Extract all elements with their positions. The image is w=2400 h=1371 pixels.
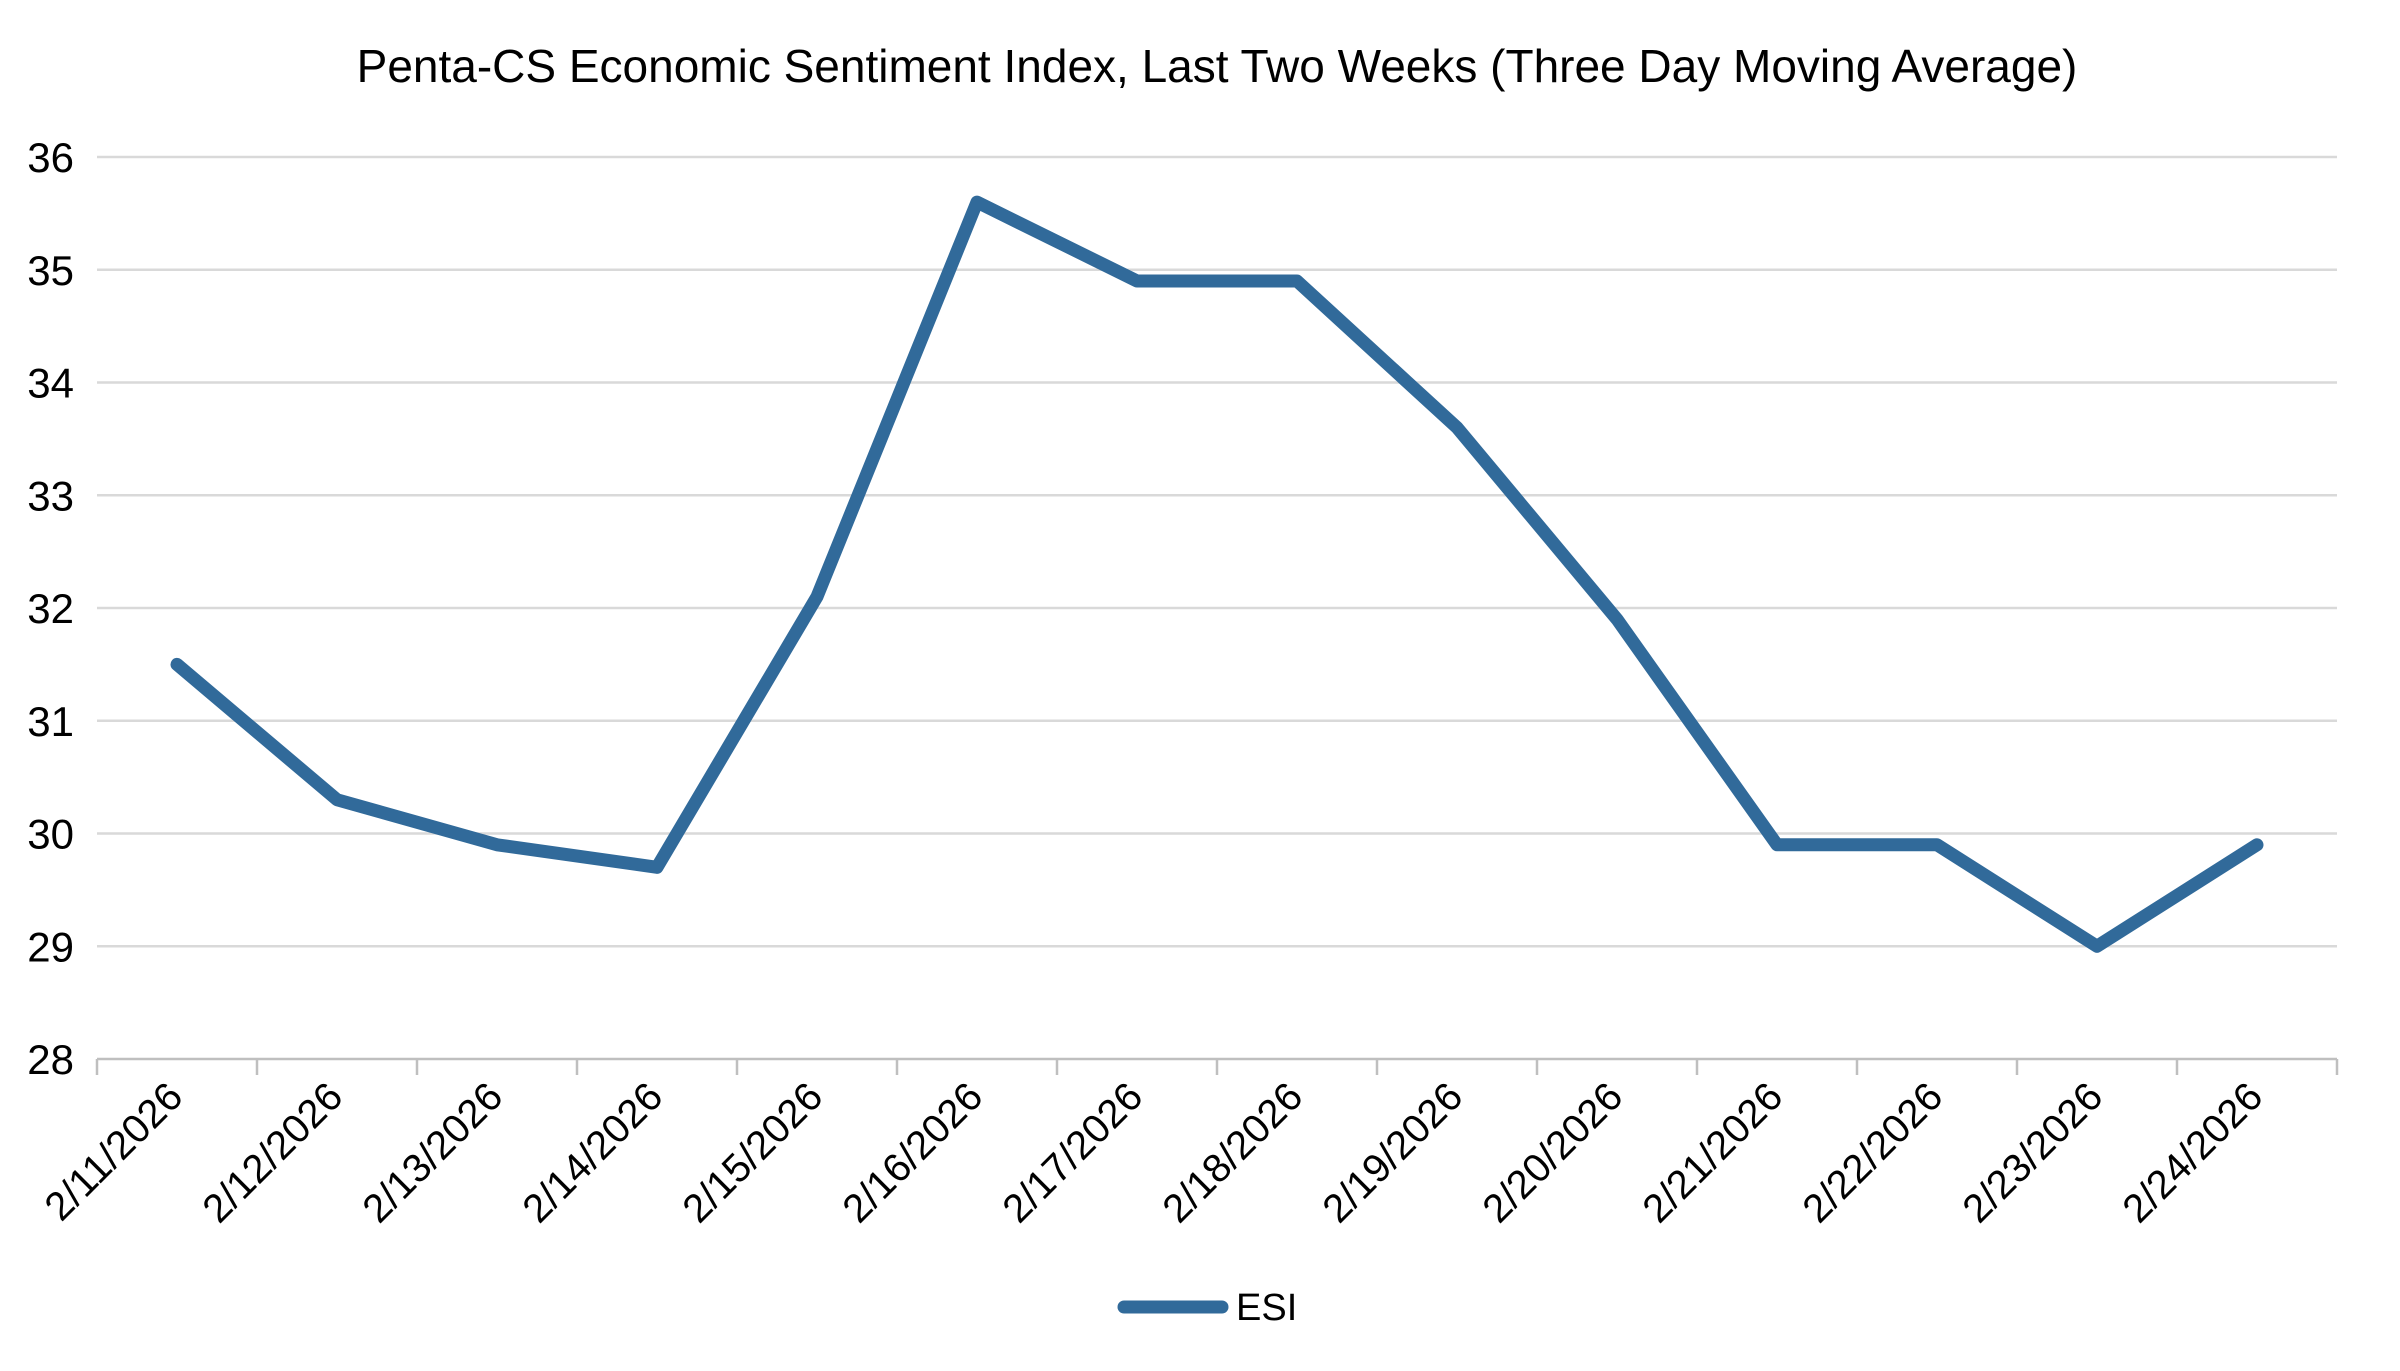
legend-label: ESI (1236, 1287, 1297, 1329)
x-tick-label: 2/18/2026 (1154, 1074, 1311, 1231)
y-tick-label-31: 31 (27, 698, 74, 745)
y-tick-label-30: 30 (27, 811, 74, 858)
y-axis-tick-labels: 28 29 30 31 32 33 34 35 36 (27, 134, 74, 1083)
x-tick-label: 2/13/2026 (354, 1074, 511, 1231)
x-tick-label: 2/12/2026 (194, 1074, 351, 1231)
esi-series-line (170, 195, 2264, 953)
x-tick-label: 2/19/2026 (1314, 1074, 1471, 1231)
legend: ESI (1117, 1287, 1297, 1329)
y-tick-label-35: 35 (27, 247, 74, 294)
chart-title: Penta-CS Economic Sentiment Index, Last … (357, 40, 2078, 92)
x-tick-label: 2/15/2026 (674, 1074, 831, 1231)
y-tick-label-28: 28 (27, 1036, 74, 1083)
x-tick-label: 2/23/2026 (1954, 1074, 2111, 1231)
x-tick-label: 2/21/2026 (1634, 1074, 1791, 1231)
x-tick-label: 2/24/2026 (2114, 1074, 2271, 1231)
x-axis (95, 1057, 2339, 1075)
y-tick-label-36: 36 (27, 134, 74, 181)
y-tick-label-33: 33 (27, 472, 74, 519)
y-tick-label-29: 29 (27, 923, 74, 970)
x-tick-label: 2/11/2026 (37, 1074, 192, 1229)
x-axis-tick-labels: 2/11/2026 2/12/2026 2/13/2026 2/14/2026 2/15… (37, 1074, 2272, 1231)
x-tick-label: 2/20/2026 (1474, 1074, 1631, 1231)
x-tick-label: 2/16/2026 (834, 1074, 991, 1231)
x-tick-label: 2/17/2026 (994, 1074, 1151, 1231)
x-tick-label: 2/14/2026 (514, 1074, 671, 1231)
y-tick-label-34: 34 (27, 360, 74, 407)
y-tick-label-32: 32 (27, 585, 74, 632)
x-tick-label: 2/22/2026 (1794, 1074, 1951, 1231)
